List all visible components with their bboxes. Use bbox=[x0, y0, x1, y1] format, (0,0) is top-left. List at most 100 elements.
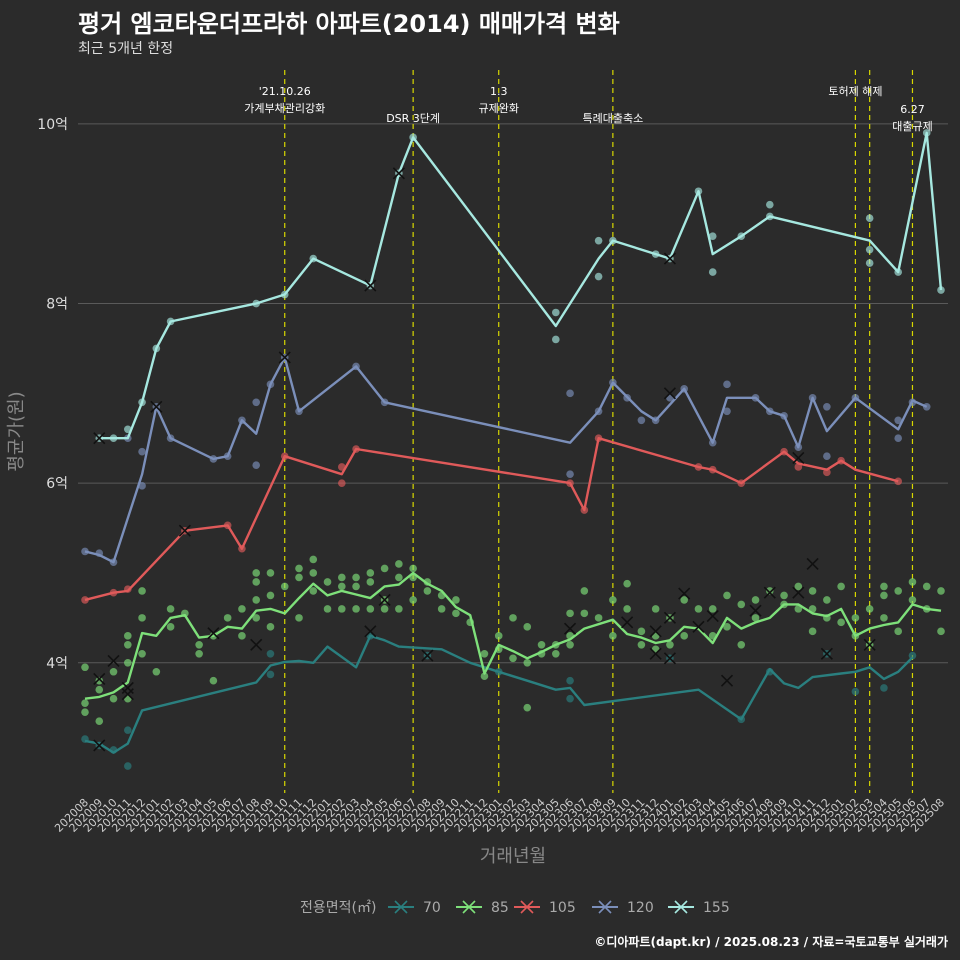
data-point bbox=[737, 600, 746, 609]
legend-swatch-cross bbox=[462, 900, 476, 914]
data-point bbox=[266, 569, 275, 577]
event-label: 1.3 bbox=[490, 85, 508, 98]
data-point bbox=[252, 461, 260, 469]
data-point bbox=[494, 632, 503, 640]
data-point bbox=[124, 726, 132, 734]
data-point bbox=[566, 676, 574, 685]
event-label: 대출규제 bbox=[892, 120, 932, 133]
cancelled-marker bbox=[93, 739, 106, 752]
series-155 bbox=[93, 129, 945, 445]
data-point bbox=[780, 591, 788, 600]
data-point bbox=[609, 632, 617, 640]
data-point bbox=[908, 578, 917, 586]
cancelled-marker bbox=[93, 432, 106, 445]
cancelled-marker bbox=[749, 604, 762, 617]
source-caption: ©디아파트(dapt.kr) / 2025.08.23 / 자료=국토교통부 실… bbox=[594, 935, 948, 949]
cancelled-marker bbox=[806, 557, 819, 571]
data-point bbox=[295, 573, 303, 582]
data-point bbox=[523, 623, 532, 631]
event-label: 토허제 해제 bbox=[828, 84, 882, 98]
cancelled-marker bbox=[250, 638, 263, 651]
data-point bbox=[452, 596, 460, 604]
data-point bbox=[95, 717, 104, 725]
data-point bbox=[252, 578, 260, 586]
data-point bbox=[523, 703, 532, 712]
data-point bbox=[280, 582, 289, 591]
data-point bbox=[580, 609, 589, 618]
data-point bbox=[409, 596, 417, 604]
data-point bbox=[723, 407, 731, 416]
data-point bbox=[937, 587, 945, 595]
event-label: 규제완화 bbox=[478, 102, 518, 115]
cancelled-marker bbox=[278, 351, 291, 364]
data-point bbox=[894, 416, 902, 425]
data-point bbox=[395, 573, 403, 582]
legend-label: 120 bbox=[627, 900, 654, 916]
cancelled-marker bbox=[178, 524, 191, 537]
data-point bbox=[209, 676, 218, 685]
y-tick-label: 4억 bbox=[46, 656, 68, 672]
data-point bbox=[637, 641, 646, 649]
data-point bbox=[894, 434, 902, 443]
data-point bbox=[266, 591, 275, 600]
data-point bbox=[880, 684, 888, 692]
data-point bbox=[309, 587, 318, 595]
data-point bbox=[908, 651, 917, 660]
data-point bbox=[380, 564, 389, 573]
cancelled-marker bbox=[621, 616, 634, 629]
data-point bbox=[894, 477, 902, 486]
data-point bbox=[708, 232, 717, 240]
data-point bbox=[537, 641, 546, 649]
data-point bbox=[851, 614, 860, 622]
cancelled-marker bbox=[663, 652, 676, 665]
cancelled-marker bbox=[649, 625, 662, 638]
data-point bbox=[723, 591, 731, 600]
cancelled-marker bbox=[863, 638, 876, 651]
data-point bbox=[680, 632, 688, 640]
data-point bbox=[766, 200, 774, 209]
data-point bbox=[680, 596, 688, 604]
data-point bbox=[552, 649, 560, 658]
data-point bbox=[252, 614, 260, 622]
data-point bbox=[480, 649, 489, 658]
data-point bbox=[594, 272, 603, 281]
legend-swatch-cross bbox=[394, 900, 408, 914]
series-line bbox=[84, 356, 928, 564]
data-point bbox=[566, 609, 574, 618]
data-point bbox=[352, 605, 360, 613]
x-axis-title: 거래년월 bbox=[480, 846, 546, 867]
data-point bbox=[794, 463, 803, 471]
data-point bbox=[395, 605, 403, 613]
data-point bbox=[295, 564, 303, 573]
data-point bbox=[637, 416, 646, 425]
data-point bbox=[894, 587, 902, 595]
data-point bbox=[922, 582, 931, 591]
data-point bbox=[937, 286, 945, 294]
event-label: 가계부채관리강화 bbox=[244, 102, 325, 115]
legend-swatch-cross bbox=[598, 900, 612, 914]
data-point bbox=[166, 605, 175, 613]
data-point bbox=[195, 649, 203, 658]
data-point bbox=[238, 632, 246, 640]
data-point bbox=[295, 614, 303, 622]
data-point bbox=[751, 614, 760, 622]
data-point bbox=[808, 627, 817, 636]
data-point bbox=[480, 672, 489, 681]
series-line bbox=[84, 571, 942, 700]
data-point bbox=[651, 605, 660, 613]
data-point bbox=[81, 596, 89, 604]
data-point bbox=[908, 596, 917, 604]
data-point bbox=[338, 573, 346, 582]
data-point bbox=[808, 587, 817, 595]
data-point bbox=[566, 470, 574, 478]
chart-subtitle: 최근 5개년 한정 bbox=[78, 41, 174, 57]
data-point bbox=[694, 605, 703, 613]
data-point bbox=[195, 641, 203, 649]
cancelled-marker bbox=[663, 252, 676, 265]
data-point bbox=[552, 308, 560, 317]
legend-swatch-cross bbox=[520, 900, 534, 914]
legend-title: 전용면적(㎡) bbox=[300, 900, 376, 916]
data-point bbox=[323, 578, 332, 586]
cancelled-marker bbox=[93, 672, 106, 686]
